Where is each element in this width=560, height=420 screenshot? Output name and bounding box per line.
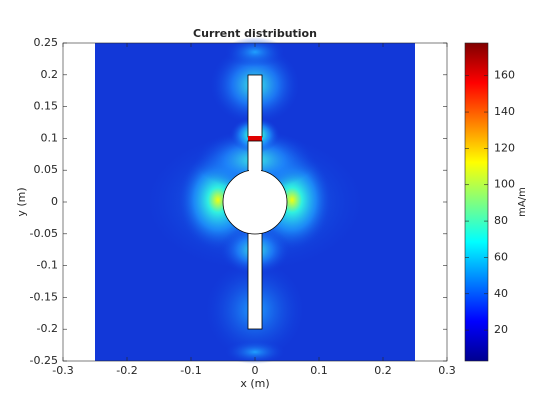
y-tick-label: 0.2: [41, 68, 59, 81]
colorbar-tick-label: 40: [494, 287, 508, 300]
colorbar-tick-label: 120: [494, 141, 515, 154]
colorbar-tick-label: 100: [494, 178, 515, 191]
y-tick-label: -0.25: [30, 354, 58, 367]
field: [95, 37, 415, 364]
y-tick-label: 0.05: [34, 163, 59, 176]
x-tick-label: 0.2: [374, 364, 392, 377]
x-axis-label: x (m): [240, 377, 269, 390]
y-axis-label: y (m): [15, 187, 28, 216]
colorbar-tick-label: 60: [494, 250, 508, 263]
x-tick-label: -0.1: [180, 364, 201, 377]
colorbar-tick-label: 20: [494, 323, 508, 336]
colorbar-tick-label: 140: [494, 105, 515, 118]
y-tick-label: 0.25: [34, 36, 59, 49]
y-tick-label: 0.15: [34, 100, 59, 113]
x-tick-label: -0.2: [116, 364, 137, 377]
colorbar-tick-label: 80: [494, 214, 508, 227]
y-tick-label: -0.2: [37, 322, 58, 335]
colorbar-label: mA/m: [517, 187, 528, 217]
colorbar-tick-label: 160: [494, 69, 515, 82]
y-tick-label: 0.1: [41, 131, 59, 144]
chart-title: Current distribution: [193, 27, 317, 40]
y-tick-label: -0.15: [30, 290, 58, 303]
x-tick-label: 0: [252, 364, 259, 377]
colorbar: [464, 42, 489, 362]
x-tick-label: 0.1: [310, 364, 328, 377]
y-tick-label: -0.1: [37, 259, 58, 272]
y-tick-label: -0.05: [30, 227, 58, 240]
x-tick-label: 0.3: [438, 364, 456, 377]
x-tick-label: -0.3: [52, 364, 73, 377]
y-tick-label: 0: [51, 195, 58, 208]
